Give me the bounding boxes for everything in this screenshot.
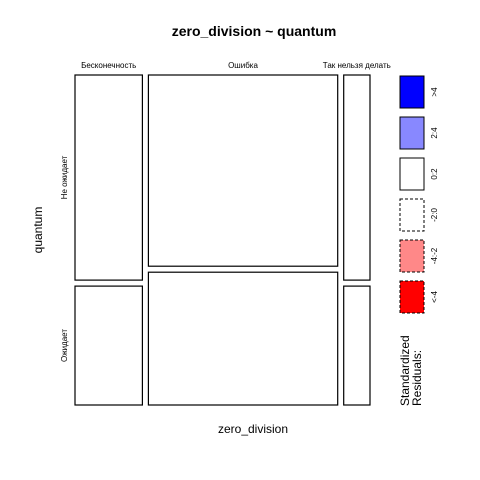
legend-swatch <box>399 280 425 314</box>
legend-swatch <box>399 198 425 232</box>
legend-swatch <box>399 116 425 150</box>
x-axis-title: zero_division <box>218 422 288 436</box>
legend-swatch <box>399 157 425 191</box>
legend-swatch <box>399 75 425 109</box>
x-category-label: Бесконечность <box>81 61 136 70</box>
legend-label: >4 <box>430 87 439 97</box>
mosaic-cells <box>74 74 371 406</box>
legend-swatch <box>399 239 425 273</box>
mosaic-cell <box>147 271 339 406</box>
y-category-label: Ожидает <box>60 329 69 362</box>
legend-label: <-4 <box>430 291 439 303</box>
mosaic-cell <box>74 74 144 281</box>
mosaic-cell <box>343 285 371 406</box>
legend-label: 0:2 <box>430 168 439 180</box>
legend-title: Standardized <box>398 335 412 406</box>
legend-label: 2:4 <box>430 127 439 139</box>
mosaic-cell <box>147 74 339 267</box>
legend-title: Residuals: <box>410 350 424 406</box>
y-axis-title: quantum <box>31 207 45 254</box>
y-category-label: Не ожидает <box>60 155 69 199</box>
x-category-label: Ошибка <box>228 61 258 70</box>
mosaic-cell <box>74 285 144 406</box>
x-category-labels: Бесконечность Ошибка Так нельзя делать <box>81 61 391 70</box>
legend-label: -4:-2 <box>430 247 439 264</box>
y-category-labels: Не ожидает Ожидает <box>60 155 69 362</box>
legend-label: -2:0 <box>430 208 439 222</box>
x-category-label: Так нельзя делать <box>323 61 391 70</box>
residuals-legend: >4 2:4 0:2 -2:0 -4:-2 <-4 StandardizedResidual… <box>398 75 439 406</box>
chart-title: zero_division ~ quantum <box>172 23 337 39</box>
mosaic-cell <box>343 74 371 281</box>
